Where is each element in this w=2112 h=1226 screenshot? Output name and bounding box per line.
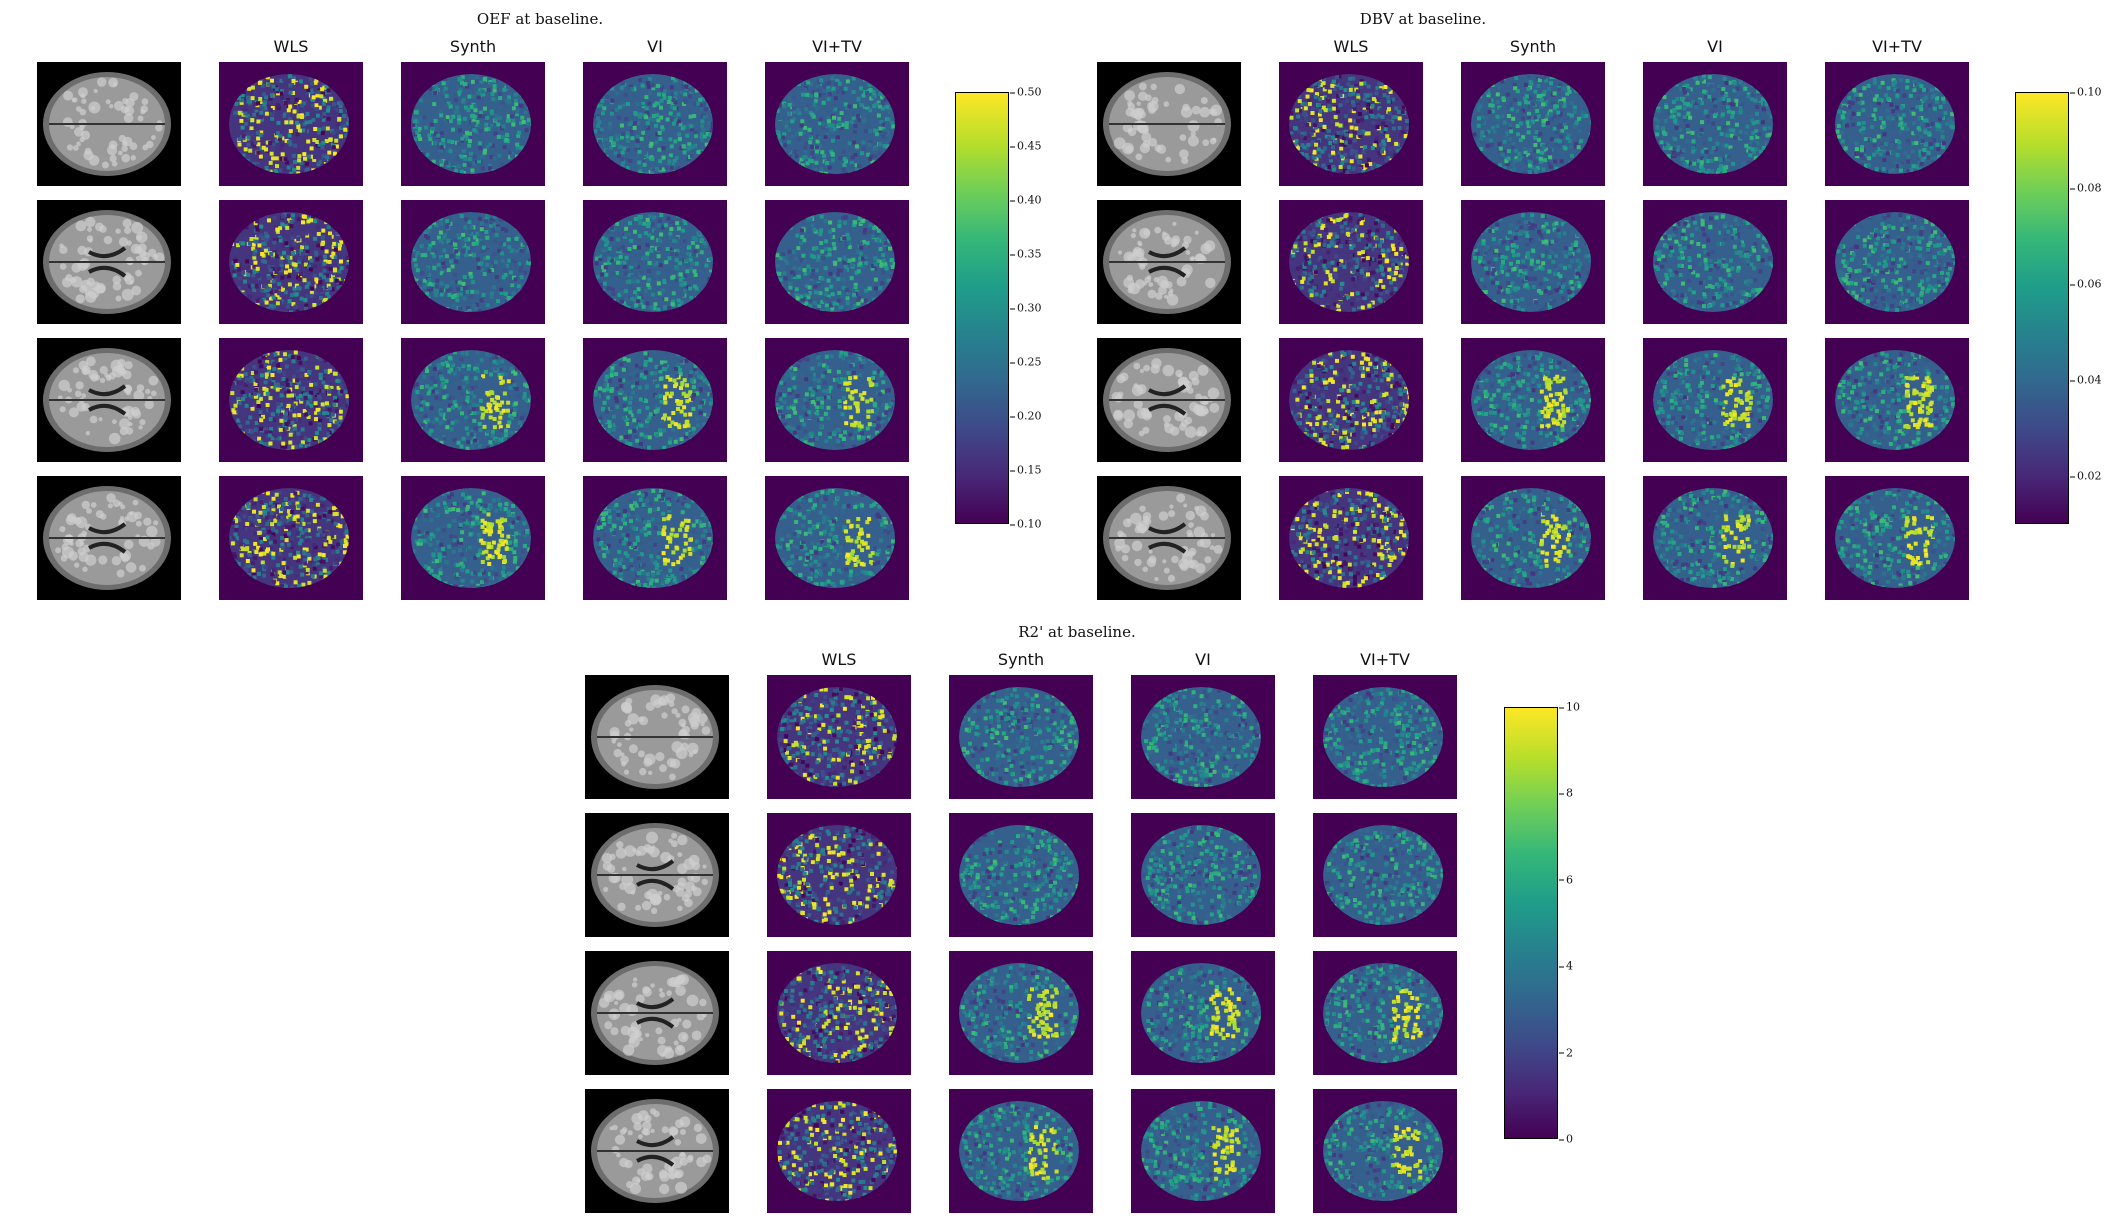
map-image-r2p-row3-vi-tv [1313,951,1457,1075]
map-image-dbv-row1-vi [1643,62,1787,186]
colorbar-tick-oef: 0.25 [1010,356,1042,369]
colorbar-r2p [1504,707,1558,1139]
colorbar-tick-oef: 0.50 [1010,86,1042,99]
colorbar-dbv [2015,92,2069,524]
colorbar-tick-r2p: 0 [1559,1133,1573,1146]
anatomical-image-oef-row3 [37,338,181,462]
colorbar-tick-oef: 0.45 [1010,140,1042,153]
map-image-oef-row3-synth [401,338,545,462]
colorbar-tick-oef: 0.15 [1010,464,1042,477]
column-header-dbv-synth: Synth [1510,37,1556,56]
map-image-r2p-row4-vi [1131,1089,1275,1213]
map-image-oef-row4-vi-tv [765,476,909,600]
colorbar-tick-dbv: 0.08 [2070,182,2102,195]
anatomical-image-oef-row4 [37,476,181,600]
map-image-r2p-row4-wls [767,1089,911,1213]
colorbar-tick-r2p: 8 [1559,787,1573,800]
colorbar-tick-oef: 0.40 [1010,194,1042,207]
map-image-oef-row4-synth [401,476,545,600]
anatomical-image-dbv-row2 [1097,200,1241,324]
map-image-oef-row1-vi [583,62,727,186]
colorbar-tick-dbv: 0.02 [2070,470,2102,483]
colorbar-tick-oef: 0.30 [1010,302,1042,315]
column-header-r2p-wls: WLS [822,650,857,669]
map-image-oef-row3-wls [219,338,363,462]
colorbar-tick-r2p: 4 [1559,960,1573,973]
anatomical-image-dbv-row1 [1097,62,1241,186]
anatomical-image-r2p-row4 [585,1089,729,1213]
map-image-dbv-row3-wls [1279,338,1423,462]
map-image-dbv-row4-synth [1461,476,1605,600]
column-header-oef-vi: VI [647,37,663,56]
map-image-dbv-row3-vi [1643,338,1787,462]
map-image-dbv-row4-wls [1279,476,1423,600]
column-header-oef-synth: Synth [450,37,496,56]
map-image-r2p-row1-synth [949,675,1093,799]
map-image-dbv-row1-wls [1279,62,1423,186]
map-image-oef-row2-vi-tv [765,200,909,324]
colorbar-tick-oef: 0.10 [1010,518,1042,531]
map-image-oef-row2-vi [583,200,727,324]
map-image-r2p-row1-vi [1131,675,1275,799]
anatomical-image-r2p-row1 [585,675,729,799]
colorbar-tick-dbv: 0.06 [2070,278,2102,291]
map-image-dbv-row3-vi-tv [1825,338,1969,462]
map-image-oef-row3-vi-tv [765,338,909,462]
panel-title-r2p: R2' at baseline. [1018,623,1136,641]
colorbar-oef [955,92,1009,524]
column-header-dbv-wls: WLS [1334,37,1369,56]
colorbar-tick-r2p: 6 [1559,873,1573,886]
map-image-oef-row4-vi [583,476,727,600]
map-image-dbv-row4-vi-tv [1825,476,1969,600]
map-image-oef-row2-synth [401,200,545,324]
panel-title-oef: OEF at baseline. [477,10,603,28]
map-image-dbv-row2-vi [1643,200,1787,324]
map-image-oef-row3-vi [583,338,727,462]
column-header-dbv-vi: VI [1707,37,1723,56]
column-header-oef-wls: WLS [274,37,309,56]
map-image-dbv-row2-vi-tv [1825,200,1969,324]
map-image-r2p-row4-vi-tv [1313,1089,1457,1213]
map-image-dbv-row4-vi [1643,476,1787,600]
colorbar-tick-dbv: 0.10 [2070,86,2102,99]
anatomical-image-dbv-row4 [1097,476,1241,600]
column-header-r2p-vi: VI [1195,650,1211,669]
map-image-oef-row2-wls [219,200,363,324]
map-image-dbv-row1-synth [1461,62,1605,186]
map-image-r2p-row2-vi-tv [1313,813,1457,937]
anatomical-image-oef-row2 [37,200,181,324]
map-image-dbv-row1-vi-tv [1825,62,1969,186]
map-image-r2p-row2-wls [767,813,911,937]
colorbar-tick-r2p: 2 [1559,1046,1573,1059]
map-image-oef-row1-wls [219,62,363,186]
column-header-oef-vi-tv: VI+TV [812,37,862,56]
anatomical-image-r2p-row3 [585,951,729,1075]
map-image-dbv-row2-synth [1461,200,1605,324]
map-image-r2p-row2-synth [949,813,1093,937]
anatomical-image-oef-row1 [37,62,181,186]
map-image-r2p-row3-synth [949,951,1093,1075]
map-image-r2p-row1-wls [767,675,911,799]
map-image-r2p-row2-vi [1131,813,1275,937]
map-image-oef-row1-synth [401,62,545,186]
column-header-r2p-vi-tv: VI+TV [1360,650,1410,669]
map-image-oef-row1-vi-tv [765,62,909,186]
colorbar-tick-oef: 0.35 [1010,248,1042,261]
map-image-oef-row4-wls [219,476,363,600]
map-image-r2p-row3-wls [767,951,911,1075]
colorbar-tick-dbv: 0.04 [2070,374,2102,387]
map-image-r2p-row1-vi-tv [1313,675,1457,799]
map-image-dbv-row3-synth [1461,338,1605,462]
anatomical-image-r2p-row2 [585,813,729,937]
map-image-r2p-row3-vi [1131,951,1275,1075]
anatomical-image-dbv-row3 [1097,338,1241,462]
panel-title-dbv: DBV at baseline. [1360,10,1486,28]
column-header-r2p-synth: Synth [998,650,1044,669]
map-image-r2p-row4-synth [949,1089,1093,1213]
colorbar-tick-oef: 0.20 [1010,410,1042,423]
map-image-dbv-row2-wls [1279,200,1423,324]
column-header-dbv-vi-tv: VI+TV [1872,37,1922,56]
colorbar-tick-r2p: 10 [1559,701,1580,714]
